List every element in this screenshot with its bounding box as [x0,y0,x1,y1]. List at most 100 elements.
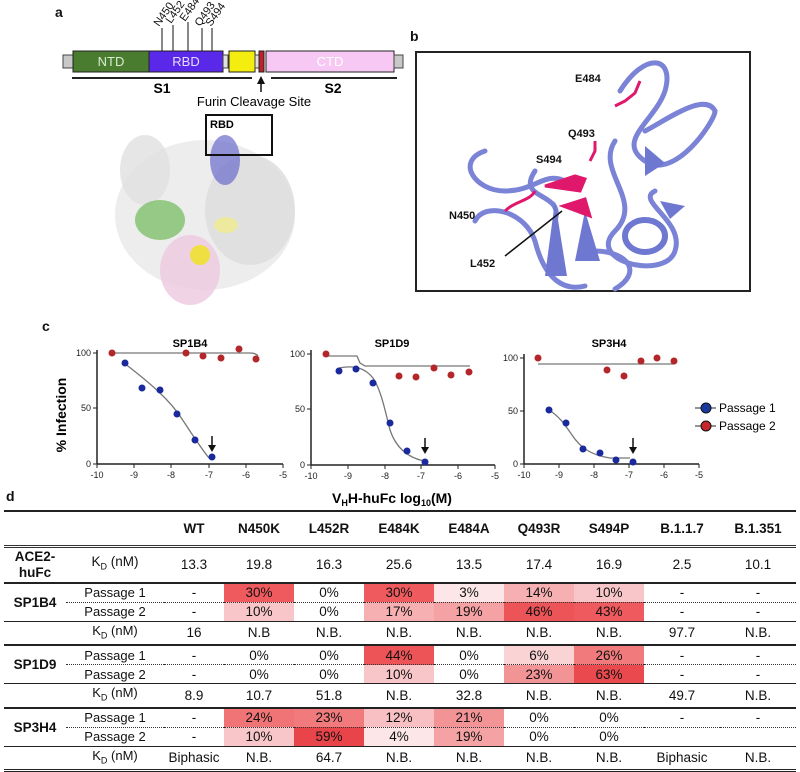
residue-label-s494: S494 [536,154,563,166]
cell: 19% [434,727,504,747]
legend-passage-2: Passage 2 [719,419,776,433]
cell: N.B. [315,625,343,641]
neutralization-table: WT N450K L452R E484K E484A Q493R S494P B… [4,511,796,772]
table-row-sp3h4-kd: KD (nM) Biphasic N.B. 64.7 N.B. N.B. N.B… [4,746,796,771]
kd-label: KD (nM) [92,622,138,641]
cell: 13.3 [180,557,208,573]
cell [644,727,720,746]
cell: 44% [364,645,434,666]
cell: 0% [434,645,504,666]
panel-d-label: d [6,488,15,504]
cell: 4% [364,727,434,747]
col-header: B.1.351 [734,520,782,536]
table-row-sp1d9-p1: SP1D9 Passage 1 - 0% 0% 44% 0% 6% 26% - … [4,645,796,672]
svg-text:-9: -9 [344,471,352,481]
cell: 49.7 [668,687,696,703]
cell: N.B. [595,750,623,766]
svg-text:-6: -6 [242,470,250,480]
cell: N.B. [385,750,413,766]
cell: N.B. [385,625,413,641]
cell: 17.4 [525,557,553,573]
dose-response-charts: % Infection SP1B4 -10 -9 -8 -7 -6 -5 0 50 100 S… [53,338,776,508]
structure-rbd-label: RBD [210,119,234,131]
s2-label: S2 [324,80,341,96]
svg-text:100: 100 [503,353,518,363]
row-label: Passage 2 [84,729,146,745]
svg-text:-8: -8 [381,471,389,481]
svg-text:-7: -7 [625,470,633,480]
cell: 51.8 [315,687,343,703]
table-row-ace2: ACE2- huFc KD (nM) 13.3 19.8 16.3 25.6 13… [4,547,796,583]
svg-text:50: 50 [295,404,305,414]
table-row-sp1d9-p2: Passage 2 - 0% 0% 10% 0% 23% 63% - - [4,664,796,684]
residue-label-n450: N450 [449,210,475,222]
col-header: E484A [448,520,490,536]
svg-text:RBD: RBD [172,54,199,69]
cell: - [679,666,685,682]
legend-passage-1: Passage 1 [719,401,776,415]
cell: 46% [504,602,574,621]
cell: 63% [574,664,644,684]
col-header: N450K [237,520,281,536]
row-label: Passage 1 [66,582,164,603]
cell: 10% [224,602,294,621]
row-label: Passage 2 [84,604,146,619]
svg-text:50: 50 [81,403,91,413]
cell: - [164,582,224,603]
table-row-sp1b4-kd: KD (nM) 16 N.B N.B. N.B. N.B. N.B. N.B. … [4,621,796,646]
chart-title: SP1D9 [375,338,410,350]
col-header: S494P [588,520,630,536]
cell: 10% [574,582,644,603]
cell: 19% [434,602,504,621]
cell: 14% [504,582,574,603]
residue-label-e484: E484 [575,73,602,85]
cell: - [644,645,720,666]
table-row-sp1d9-kd: KD (nM) 8.9 10.7 51.8 N.B. 32.8 N.B. N.B… [4,684,796,708]
table-row-sp3h4-p2: Passage 2 - 10% 59% 4% 19% 0% 0% [4,727,796,747]
cell: 0% [294,582,364,603]
cell: 19.8 [245,557,273,573]
svg-text:0: 0 [513,459,518,469]
cell: 59% [294,727,364,747]
cell: 0% [574,707,644,728]
svg-text:-7: -7 [417,471,425,481]
cell: 16 [186,625,202,641]
kd-label: KD (nM) [91,554,139,573]
cell: Biphasic [656,750,708,766]
cell: 25.6 [385,557,413,573]
svg-text:CTD: CTD [317,54,344,69]
cell: N.B. [595,625,623,641]
cell: 10.1 [744,557,772,573]
svg-text:50: 50 [508,406,518,416]
cell: N.B. [385,687,413,703]
row-group-label: SP1B4 [13,594,57,610]
s1-label: S1 [153,80,170,96]
cell: Biphasic [168,750,220,766]
spike-domain-diagram: N450 L452 E484 Q493 S494 NTD RBD CTD S1 … [62,0,404,109]
cell: 24% [224,707,294,728]
cell: N.B. [455,625,483,641]
svg-text:100: 100 [76,348,91,358]
cell: 8.9 [184,687,204,703]
col-header: E484K [378,520,420,536]
panel-a-label: a [55,4,63,20]
cell: 10% [224,727,294,747]
cell: - [644,582,720,603]
svg-text:0: 0 [300,460,305,470]
cell: 10% [364,664,434,684]
kd-label: KD (nM) [92,685,138,703]
cell: 0% [459,666,479,682]
svg-text:-6: -6 [454,471,462,481]
cell: 13.5 [455,557,483,573]
header-row: WT N450K L452R E484K E484A Q493R S494P B… [4,511,796,547]
cell: 0% [224,645,294,666]
cell: 10.7 [245,687,273,703]
cell: 23% [294,707,364,728]
svg-text:-6: -6 [660,470,668,480]
cell: N.B. [525,750,553,766]
cell: - [755,604,761,619]
svg-text:-10: -10 [304,471,317,481]
spike-structure-image: RBD [115,114,295,305]
cell [720,727,796,746]
svg-text:-5: -5 [695,470,703,480]
